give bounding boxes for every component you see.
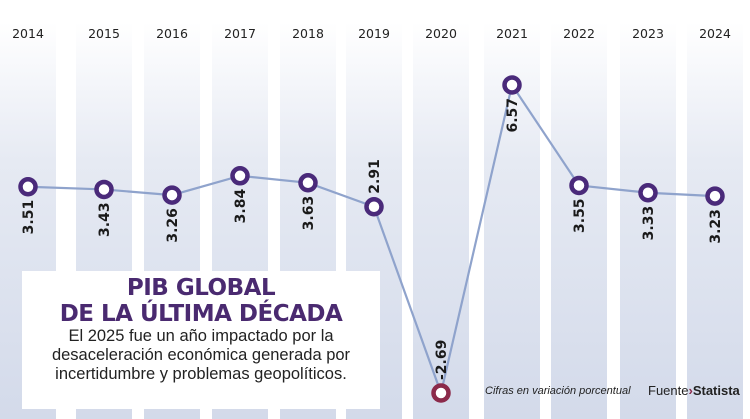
data-point (18, 177, 38, 197)
data-label: 3.26 (165, 208, 181, 243)
data-point (230, 166, 250, 186)
data-label: 3.84 (233, 189, 249, 224)
x-tick-label: 2019 (358, 26, 390, 41)
subtitle-line-3: incertidumbre y problemas geopolíticos. (55, 365, 347, 383)
data-label: -2.69 (434, 340, 450, 380)
units-note: Cifras en variación porcentual (485, 385, 631, 397)
data-point (638, 183, 658, 203)
x-tick-label: 2022 (563, 26, 595, 41)
x-tick-label: 2014 (12, 26, 44, 41)
x-tick-label: 2023 (632, 26, 664, 41)
column-band (687, 22, 743, 419)
data-label: 2.91 (367, 159, 383, 194)
data-label: 3.51 (21, 200, 37, 235)
x-tick-label: 2024 (699, 26, 731, 41)
column-band (620, 22, 676, 419)
data-point (705, 186, 725, 206)
data-point (162, 185, 182, 205)
data-label: 3.63 (301, 196, 317, 231)
title-box: PIB GLOBAL DE LA ÚLTIMA DÉCADA El 2025 f… (22, 271, 380, 409)
source-credit: Fuente›Statista (648, 383, 740, 398)
x-tick-label: 2020 (425, 26, 457, 41)
data-label: 3.55 (572, 198, 588, 233)
chart-title: PIB GLOBAL DE LA ÚLTIMA DÉCADA (22, 275, 380, 327)
source-name: Statista (692, 383, 740, 398)
x-tick-label: 2016 (156, 26, 188, 41)
data-point (431, 383, 451, 403)
x-tick-label: 2018 (292, 26, 324, 41)
data-point (502, 75, 522, 95)
x-tick-label: 2021 (496, 26, 528, 41)
data-label: 3.33 (641, 206, 657, 241)
data-label: 3.43 (97, 202, 113, 237)
column-band (413, 22, 469, 419)
x-tick-label: 2017 (224, 26, 256, 41)
title-line-1: PIB GLOBAL (126, 275, 276, 301)
chevron-right-icon: › (688, 383, 693, 398)
data-point (569, 175, 589, 196)
data-label: 6.57 (505, 98, 521, 133)
source-label: Fuente (648, 383, 689, 398)
data-point (94, 179, 114, 200)
subtitle-line-2: desaceleración económica generada por (51, 346, 351, 364)
data-label: 3.23 (708, 209, 724, 244)
x-tick-label: 2015 (88, 26, 120, 41)
subtitle-line-1: El 2025 fue un año impactado por la (68, 327, 334, 345)
data-point (298, 173, 318, 193)
column-band (551, 22, 607, 419)
chart-subtitle: El 2025 fue un año impactado por la desa… (22, 327, 380, 384)
data-point (364, 196, 384, 217)
title-line-2: DE LA ÚLTIMA DÉCADA (59, 301, 343, 327)
